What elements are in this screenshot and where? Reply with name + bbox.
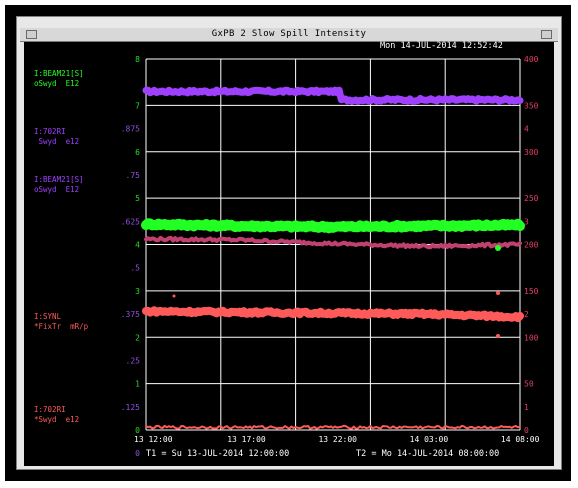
x-tick-label: 13 17:00: [227, 435, 266, 444]
legend-3-line1: I:BEAM21[S]: [34, 175, 84, 184]
left-purple-tick-label: 0: [135, 449, 140, 458]
window-title: GxPB 2 Slow Spill Intensity: [211, 29, 367, 39]
t1-label: T1 = Su 13-JUL-2014 12:00:00: [146, 449, 290, 459]
right-red-tick-label: 250: [524, 194, 539, 203]
right-red-tick-label: 50: [524, 380, 534, 389]
series-trace: [141, 218, 525, 234]
left-green-tick-label: 8: [135, 55, 140, 64]
left-green-tick-label: 1: [135, 380, 140, 389]
x-tick-label: 13 12:00: [134, 435, 173, 444]
series-trace: [145, 424, 521, 430]
left-green-tick-label: 3: [135, 287, 140, 296]
outlier-point: [496, 334, 500, 338]
t2-label: T2 = Mo 14-JUL-2014 08:00:00: [356, 449, 500, 459]
legend-5-line1: I:702RI: [34, 405, 66, 414]
timestamp: Mon 14-JUL-2014 12:52:42: [380, 41, 503, 51]
x-tick-label: 14 03:00: [410, 435, 449, 444]
outlier-point: [496, 291, 500, 295]
left-purple-tick-label: .75: [126, 171, 141, 180]
right-red-minor-tick-label: 1: [524, 403, 529, 412]
left-green-tick-label: 7: [135, 101, 140, 110]
legend-2-line2: Swyd e12: [34, 137, 80, 146]
series-trace: [142, 306, 524, 323]
right-red-tick-label: 400: [524, 55, 539, 64]
left-green-tick-label: 2: [135, 333, 140, 342]
legend-5-line2: *Swyd e12: [34, 415, 80, 424]
legend-3-line2: oSwyd E12: [34, 185, 80, 194]
right-red-tick-label: 200: [524, 241, 539, 250]
right-red-tick-label: 0: [524, 426, 529, 435]
x-tick-label: 14 08:00: [501, 435, 540, 444]
right-red-tick-label: 300: [524, 148, 539, 157]
left-purple-tick-label: .625: [121, 217, 140, 226]
left-purple-tick-label: .875: [121, 125, 140, 134]
right-red-minor-tick-label: 3: [524, 217, 529, 226]
right-red-minor-tick-label: 4: [524, 125, 529, 134]
legend-4-line2: *FixTr mR/p: [34, 322, 89, 331]
right-red-tick-label: 150: [524, 287, 539, 296]
legend-1-line2: oSwyd E12: [34, 79, 80, 88]
left-purple-tick-label: .375: [121, 310, 140, 319]
right-red-minor-tick-label: 2: [524, 310, 529, 319]
window-maximize-button[interactable]: [541, 30, 552, 39]
legend-2-line1: I:702RI: [34, 127, 66, 136]
legend-4-line1: I:SYNL: [34, 312, 62, 321]
left-green-tick-label: 6: [135, 148, 140, 157]
left-green-tick-label: 4: [135, 241, 140, 250]
left-green-tick-label: 5: [135, 194, 140, 203]
left-purple-tick-label: .125: [121, 403, 140, 412]
series-trace: [142, 86, 524, 105]
outlier-point: [495, 245, 501, 251]
x-tick-label: 13 22:00: [318, 435, 357, 444]
title-bar[interactable]: GxPB 2 Slow Spill Intensity: [20, 28, 558, 42]
series-trace: [144, 235, 522, 250]
legend-1-line1: I:BEAM21[S]: [34, 69, 84, 78]
plot-window: [24, 42, 554, 466]
right-red-tick-label: 350: [524, 101, 539, 110]
left-purple-tick-label: .25: [126, 356, 141, 365]
window-menu-button[interactable]: [26, 30, 37, 39]
right-red-tick-label: 100: [524, 333, 539, 342]
left-purple-tick-label: .5: [130, 264, 140, 273]
left-green-tick-label: 0: [135, 426, 140, 435]
outlier-point: [172, 294, 176, 298]
